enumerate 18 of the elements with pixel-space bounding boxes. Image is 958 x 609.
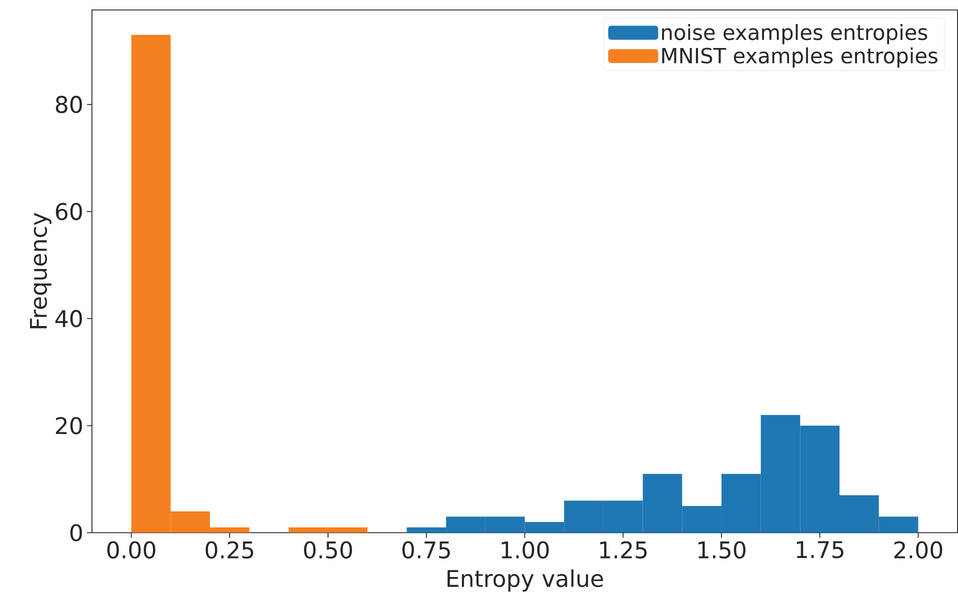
y-tick-label: 40 [55, 310, 82, 328]
x-tick-label: 2.00 [894, 541, 942, 559]
x-tick-label: 1.00 [502, 541, 549, 559]
y-axis-title: Frequency [30, 213, 52, 328]
x-axis-title: Entropy value [448, 570, 603, 592]
y-tick-label: 80 [56, 96, 82, 114]
legend-label: MNIST examples entropies [662, 48, 938, 68]
x-tick-label: 0.50 [304, 541, 352, 559]
legend-label: noise examples entropies [662, 24, 928, 44]
x-tick-label: 0.75 [402, 541, 450, 559]
y-tick-label: 60 [56, 203, 82, 220]
x-tick-label: 0.25 [206, 541, 254, 559]
y-tick-label: 20 [56, 417, 82, 434]
x-tick-label: 1.75 [796, 541, 844, 558]
x-tick-label: 1.25 [600, 541, 647, 559]
x-tick-label: 0.00 [107, 541, 156, 559]
x-tick-label: 1.50 [698, 541, 746, 559]
y-tick-label: 0 [70, 524, 82, 542]
